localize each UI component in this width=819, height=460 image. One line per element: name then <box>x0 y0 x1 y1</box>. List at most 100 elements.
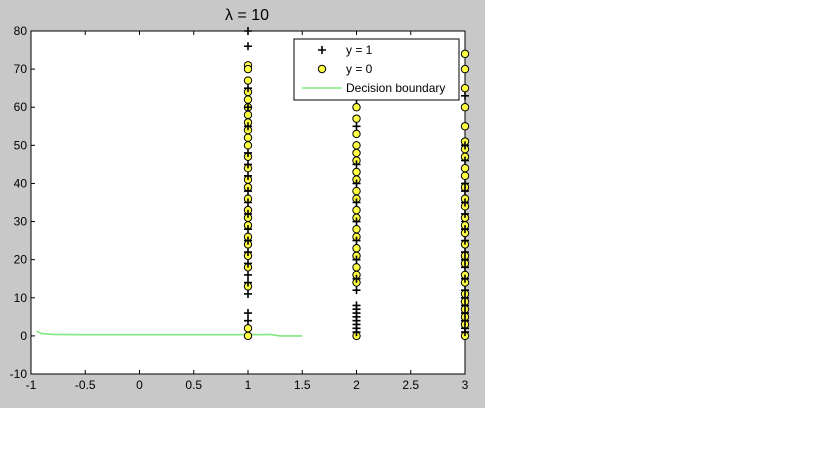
x-tick-label: 2 <box>353 378 360 392</box>
positive-point-marker <box>244 84 252 93</box>
data-series <box>36 27 470 341</box>
legend: y = 1 y = 0 Decision boundary <box>293 38 460 101</box>
positive-point-marker <box>244 278 252 287</box>
negative-point-marker <box>352 263 361 272</box>
y-tick-label: 60 <box>14 100 28 114</box>
negative-point-marker <box>243 324 253 333</box>
positive-point-marker <box>461 309 469 318</box>
negative-point-marker <box>352 186 361 196</box>
x-tick-label: 2.5 <box>402 378 419 392</box>
negative-point-marker <box>460 83 470 93</box>
negative-point-marker <box>243 110 253 120</box>
y-tick-label: 50 <box>14 138 28 152</box>
positive-point-marker <box>244 171 252 180</box>
figure-background: λ = 10 -1 -0.5 0 0.5 1 1.5 2 2.5 3 -10 0 10 20 30 40 5… <box>0 0 485 408</box>
negative-point-marker <box>352 141 361 150</box>
positive-point-marker <box>461 209 469 218</box>
positive-point-marker <box>244 236 252 245</box>
positive-point-marker <box>244 225 252 234</box>
x-tick-label: -0.5 <box>75 378 96 392</box>
negative-point-marker <box>460 49 470 59</box>
scatter-plot: λ = 10 -1 -0.5 0 0.5 1 1.5 2 2.5 3 -10 0 10 20 30 40 5… <box>10 7 470 392</box>
positive-point-marker <box>461 255 469 264</box>
positive-point-marker <box>352 179 361 188</box>
positive-point-marker <box>244 187 252 196</box>
positive-point-marker <box>461 141 469 150</box>
positive-point-marker <box>461 236 469 245</box>
positive-point-marker <box>461 179 469 188</box>
negative-point-marker <box>352 167 361 177</box>
negative-point-marker <box>460 171 470 181</box>
chart-title: λ = 10 <box>225 7 269 24</box>
negative-point-marker <box>460 103 470 112</box>
positive-point-marker <box>352 328 361 337</box>
x-tick-label: 3 <box>462 378 469 392</box>
y-tick-label: 40 <box>14 176 28 190</box>
positive-point-marker <box>461 316 469 325</box>
negative-point-marker <box>243 76 253 85</box>
y-tick-label: 0 <box>20 329 27 343</box>
positive-point-marker <box>244 198 252 207</box>
positive-point-marker <box>352 198 361 207</box>
positive-point-marker <box>461 328 469 337</box>
negative-point-marker <box>243 95 253 104</box>
positive-point-marker <box>461 293 469 302</box>
positive-point-marker <box>244 316 252 325</box>
positive-point-marker <box>244 309 252 318</box>
negative-point-marker <box>352 244 361 253</box>
positive-point-marker <box>461 91 469 100</box>
positive-point-marker <box>244 270 252 279</box>
positive-point-marker <box>352 236 361 245</box>
positive-point-marker <box>244 289 252 298</box>
negative-point-marker <box>460 64 470 74</box>
legend-circle-icon <box>317 64 327 74</box>
positive-point-marker <box>244 42 252 51</box>
positive-point-marker <box>461 198 469 207</box>
legend-label: y = 1 <box>346 43 373 57</box>
positive-point-marker <box>244 122 252 131</box>
negative-point-marker <box>243 141 253 150</box>
negative-point-marker <box>352 224 361 234</box>
negative-point-marker <box>460 164 470 173</box>
y-tick-label: 70 <box>14 62 28 76</box>
positive-point-marker <box>461 263 469 272</box>
positive-point-marker <box>352 217 361 226</box>
positive-point-marker <box>244 103 252 112</box>
negative-point-marker <box>243 64 253 74</box>
y-axis: -10 0 10 20 30 40 50 60 70 80 <box>10 24 465 381</box>
negative-point-marker <box>352 103 361 112</box>
y-tick-label: 10 <box>14 291 28 305</box>
positive-point-marker <box>244 148 252 157</box>
positive-point-marker <box>461 286 469 295</box>
x-tick-label: 1.5 <box>294 378 311 392</box>
positive-point-marker <box>244 209 252 218</box>
positive-point-marker <box>244 27 252 35</box>
y-tick-label: 30 <box>14 215 28 229</box>
positive-point-marker <box>461 274 469 283</box>
positive-point-marker <box>461 301 469 310</box>
negative-point-marker <box>243 331 253 341</box>
x-tick-label: -1 <box>26 378 37 392</box>
legend-label: Decision boundary <box>346 81 445 95</box>
y-tick-label: -10 <box>10 367 28 381</box>
decision-boundary-line <box>36 330 303 337</box>
negative-point-marker <box>460 122 470 131</box>
negative-point-marker <box>352 148 361 158</box>
positive-point-marker <box>461 248 469 257</box>
positive-point-marker <box>461 156 469 165</box>
positive-point-marker <box>352 255 361 264</box>
positive-point-marker <box>244 248 252 257</box>
negative-point-marker <box>352 129 361 139</box>
positive-point-marker <box>461 187 469 196</box>
positive-point-marker <box>352 286 361 295</box>
positive-point-marker <box>244 160 252 169</box>
positive-point-marker <box>352 122 361 131</box>
y-tick-label: 20 <box>14 253 28 267</box>
x-tick-label: 0.5 <box>185 378 202 392</box>
negative-point-marker <box>352 114 361 123</box>
x-axis: -1 -0.5 0 0.5 1 1.5 2 2.5 3 <box>26 31 469 392</box>
y-tick-label: 80 <box>14 24 28 38</box>
positive-point-marker <box>352 160 361 169</box>
positive-point-marker <box>352 274 361 283</box>
positive-point-marker <box>461 225 469 234</box>
